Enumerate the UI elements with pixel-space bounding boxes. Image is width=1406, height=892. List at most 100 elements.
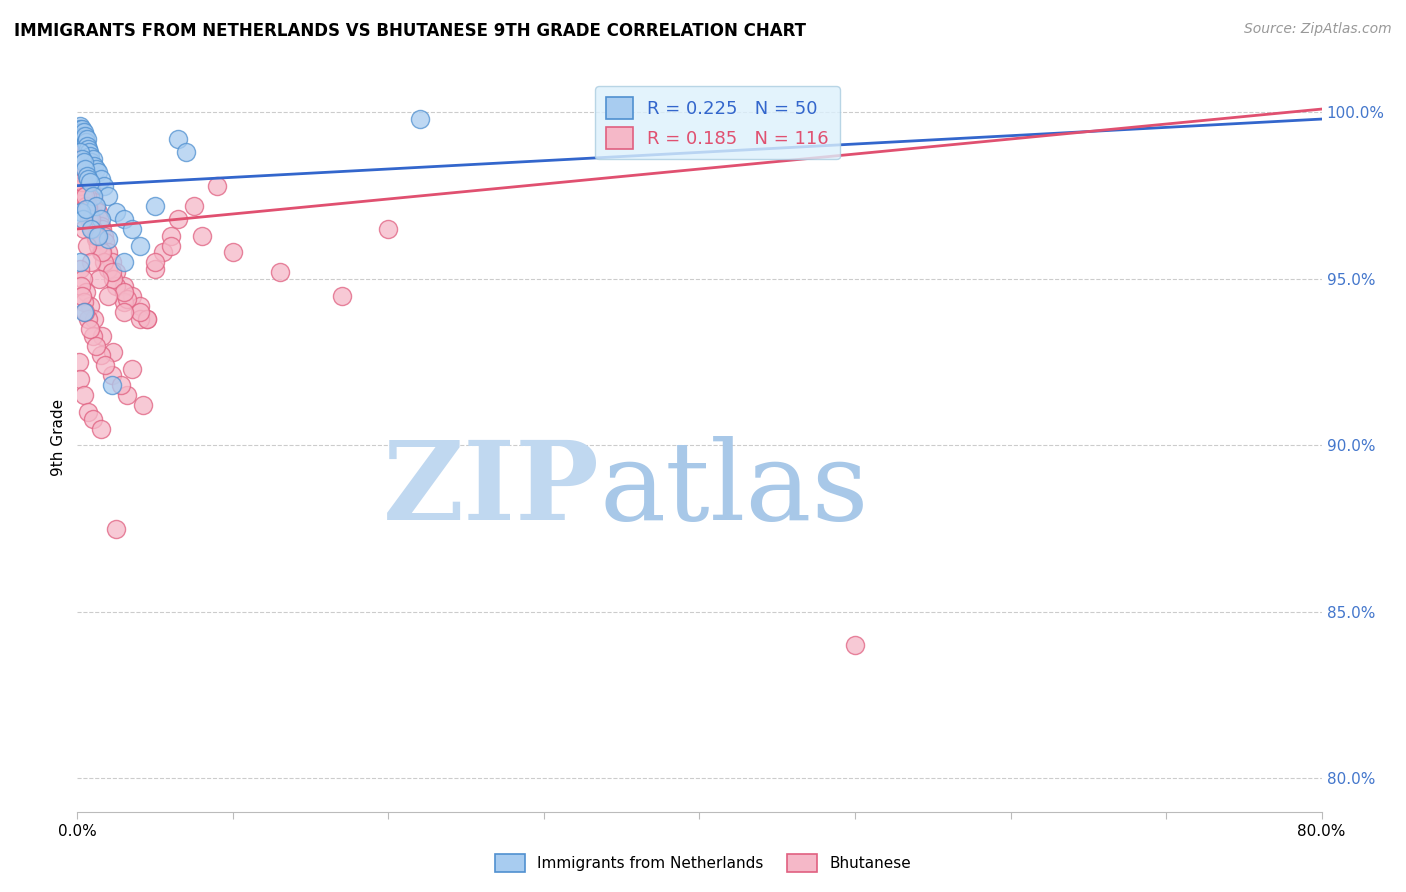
Point — [79, 178, 101, 193]
Point — [79, 149, 101, 163]
Point — [191, 228, 214, 243]
Point — [69, 255, 91, 269]
Point — [408, 112, 430, 126]
Point — [94, 235, 117, 250]
Point — [84, 202, 107, 216]
Point — [159, 238, 181, 252]
Point — [79, 175, 101, 189]
Point — [121, 222, 143, 236]
Point — [69, 145, 91, 160]
Point — [75, 178, 97, 193]
Point — [80, 182, 103, 196]
Point — [90, 219, 112, 233]
Point — [105, 205, 128, 219]
Point — [83, 159, 105, 173]
Point — [83, 311, 105, 326]
Point — [101, 345, 124, 359]
Point — [112, 295, 135, 310]
Point — [69, 132, 91, 146]
Point — [70, 205, 93, 219]
Point — [100, 378, 122, 392]
Point — [90, 245, 112, 260]
Point — [70, 138, 93, 153]
Point — [112, 255, 135, 269]
Point — [91, 245, 114, 260]
Point — [82, 188, 104, 202]
Point — [75, 155, 97, 169]
Point — [76, 138, 98, 153]
Point — [183, 199, 205, 213]
Point — [77, 172, 100, 186]
Point — [76, 132, 98, 146]
Point — [70, 122, 93, 136]
Point — [77, 199, 100, 213]
Point — [70, 288, 93, 302]
Point — [115, 292, 138, 306]
Point — [100, 255, 122, 269]
Point — [73, 132, 96, 146]
Point — [70, 142, 93, 156]
Point — [79, 209, 101, 223]
Point — [87, 211, 110, 226]
Point — [72, 125, 94, 139]
Point — [87, 272, 110, 286]
Point — [70, 175, 93, 189]
Point — [77, 172, 100, 186]
Point — [69, 119, 91, 133]
Point — [93, 228, 115, 243]
Point — [82, 188, 104, 202]
Y-axis label: 9th Grade: 9th Grade — [51, 399, 66, 475]
Point — [75, 159, 97, 173]
Point — [72, 149, 94, 163]
Point — [110, 378, 132, 392]
Point — [222, 245, 245, 260]
Point — [100, 265, 122, 279]
Point — [73, 295, 96, 310]
Point — [90, 349, 112, 363]
Point — [72, 388, 94, 402]
Point — [76, 188, 98, 202]
Point — [69, 372, 91, 386]
Point — [72, 169, 94, 183]
Point — [330, 288, 353, 302]
Point — [73, 305, 96, 319]
Point — [67, 128, 90, 143]
Point — [79, 322, 101, 336]
Point — [72, 222, 94, 236]
Point — [136, 311, 159, 326]
Point — [112, 278, 135, 293]
Point — [91, 328, 114, 343]
Point — [86, 238, 108, 252]
Point — [121, 288, 143, 302]
Point — [94, 359, 117, 373]
Point — [79, 175, 101, 189]
Point — [75, 199, 97, 213]
Point — [75, 188, 97, 202]
Point — [115, 388, 138, 402]
Point — [82, 411, 104, 425]
Point — [70, 278, 93, 293]
Point — [77, 169, 100, 183]
Point — [131, 399, 153, 413]
Point — [82, 328, 104, 343]
Point — [76, 161, 98, 176]
Point — [84, 161, 107, 176]
Point — [70, 178, 93, 193]
Point — [79, 299, 101, 313]
Point — [84, 232, 107, 246]
Point — [69, 165, 91, 179]
Point — [83, 195, 105, 210]
Point — [76, 165, 98, 179]
Point — [72, 272, 94, 286]
Point — [86, 205, 108, 219]
Point — [97, 188, 120, 202]
Point — [167, 132, 190, 146]
Point — [112, 305, 135, 319]
Point — [82, 152, 104, 166]
Point — [77, 405, 100, 419]
Point — [136, 311, 159, 326]
Point — [86, 228, 108, 243]
Point — [167, 211, 190, 226]
Point — [72, 188, 94, 202]
Legend: R = 0.225   N = 50, R = 0.185   N = 116: R = 0.225 N = 50, R = 0.185 N = 116 — [595, 87, 839, 160]
